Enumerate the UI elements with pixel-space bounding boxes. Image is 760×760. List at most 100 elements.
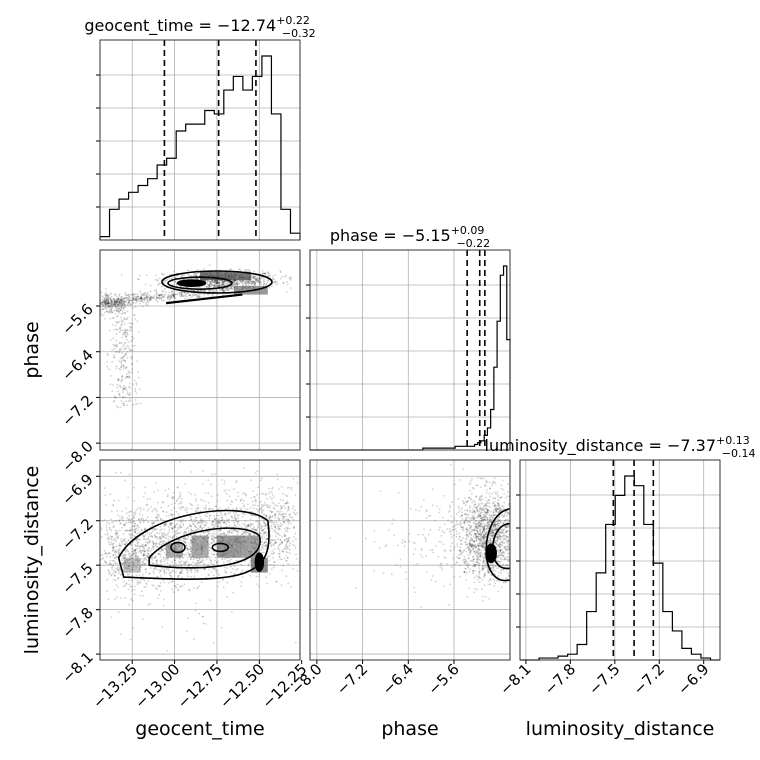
sample-point: [226, 287, 229, 290]
sample-point: [128, 521, 131, 524]
sample-point: [207, 492, 210, 495]
sample-point: [215, 281, 218, 284]
sample-point: [107, 294, 110, 297]
sample-point: [140, 296, 143, 299]
sample-point: [154, 566, 157, 569]
sample-point: [112, 337, 115, 340]
sample-point: [259, 277, 262, 280]
sample-point: [157, 297, 160, 300]
sample-point: [270, 497, 273, 500]
sample-point: [194, 500, 197, 502]
sample-point: [479, 486, 482, 488]
sample-point: [222, 283, 225, 286]
sample-point: [258, 281, 261, 284]
sample-point: [131, 345, 134, 347]
sample-point: [244, 525, 247, 528]
sample-point: [285, 494, 287, 497]
sample-point: [167, 535, 170, 538]
sample-point: [145, 301, 148, 304]
sample-point: [192, 529, 194, 532]
sample-point: [119, 299, 121, 302]
density-bin: [191, 535, 209, 558]
sample-point: [151, 584, 154, 587]
sample-point: [247, 281, 250, 283]
sample-point: [174, 276, 177, 279]
sample-point: [144, 492, 147, 494]
sample-point: [134, 529, 136, 532]
sample-point: [493, 500, 496, 503]
sample-point: [451, 501, 454, 504]
sample-point: [225, 282, 228, 285]
sample-point: [105, 504, 108, 506]
sample-point: [213, 281, 216, 284]
sample-point: [163, 281, 166, 283]
sample-point: [252, 276, 255, 278]
sample-point: [257, 521, 260, 524]
sample-point: [137, 371, 140, 373]
sample-point: [200, 289, 203, 292]
sample-point: [124, 306, 127, 308]
sample-point: [266, 498, 269, 500]
sample-point: [176, 486, 179, 488]
sample-point: [241, 569, 244, 572]
sample-point: [261, 537, 264, 540]
sample-point: [113, 356, 115, 358]
sample-point: [128, 299, 131, 302]
sample-point: [282, 282, 284, 284]
sample-point: [121, 397, 124, 399]
sample-point: [162, 293, 165, 296]
sample-point: [208, 290, 211, 293]
sample-point: [269, 572, 271, 575]
sample-point: [158, 294, 161, 297]
sample-point: [116, 530, 119, 533]
sample-point: [133, 550, 136, 552]
sample-point: [286, 487, 289, 489]
sample-point: [255, 277, 257, 280]
sample-point: [168, 569, 170, 572]
sample-point: [194, 602, 197, 605]
sample-point: [144, 291, 147, 294]
sample-point: [137, 518, 140, 521]
sample-point: [161, 290, 164, 292]
sample-point: [108, 522, 111, 525]
sample-point: [285, 526, 288, 529]
sample-point: [283, 275, 286, 278]
sample-point: [274, 280, 277, 283]
sample-point: [180, 291, 183, 293]
sample-point: [469, 480, 472, 482]
sample-point: [164, 293, 167, 296]
sample-point: [106, 298, 108, 300]
sample-point: [296, 570, 299, 572]
sample-point: [261, 270, 264, 272]
sample-point: [171, 283, 174, 286]
sample-point: [118, 301, 121, 304]
sample-point: [273, 548, 276, 550]
sample-point: [164, 547, 167, 550]
sample-point: [478, 567, 480, 570]
sample-point: [268, 504, 271, 507]
sample-point: [229, 512, 231, 514]
sample-point: [503, 493, 506, 495]
sample-point: [140, 549, 143, 552]
sample-point: [143, 292, 146, 295]
sample-point: [229, 287, 232, 290]
sample-point: [213, 533, 216, 535]
sample-point: [292, 527, 295, 530]
sample-point: [174, 524, 177, 527]
sample-point: [188, 553, 191, 556]
sample-point: [156, 294, 159, 297]
sample-point: [168, 295, 170, 297]
sample-point: [108, 305, 110, 307]
sample-point: [127, 297, 129, 300]
sample-point: [229, 282, 231, 284]
sample-point: [122, 308, 125, 310]
sample-point: [208, 285, 211, 287]
sample-point: [288, 277, 291, 280]
sample-point: [238, 282, 241, 285]
sample-point: [228, 518, 231, 521]
sample-point: [124, 396, 127, 399]
sample-point: [244, 280, 247, 283]
sample-point: [130, 589, 133, 592]
sample-point: [171, 528, 174, 530]
sample-point: [166, 297, 169, 300]
